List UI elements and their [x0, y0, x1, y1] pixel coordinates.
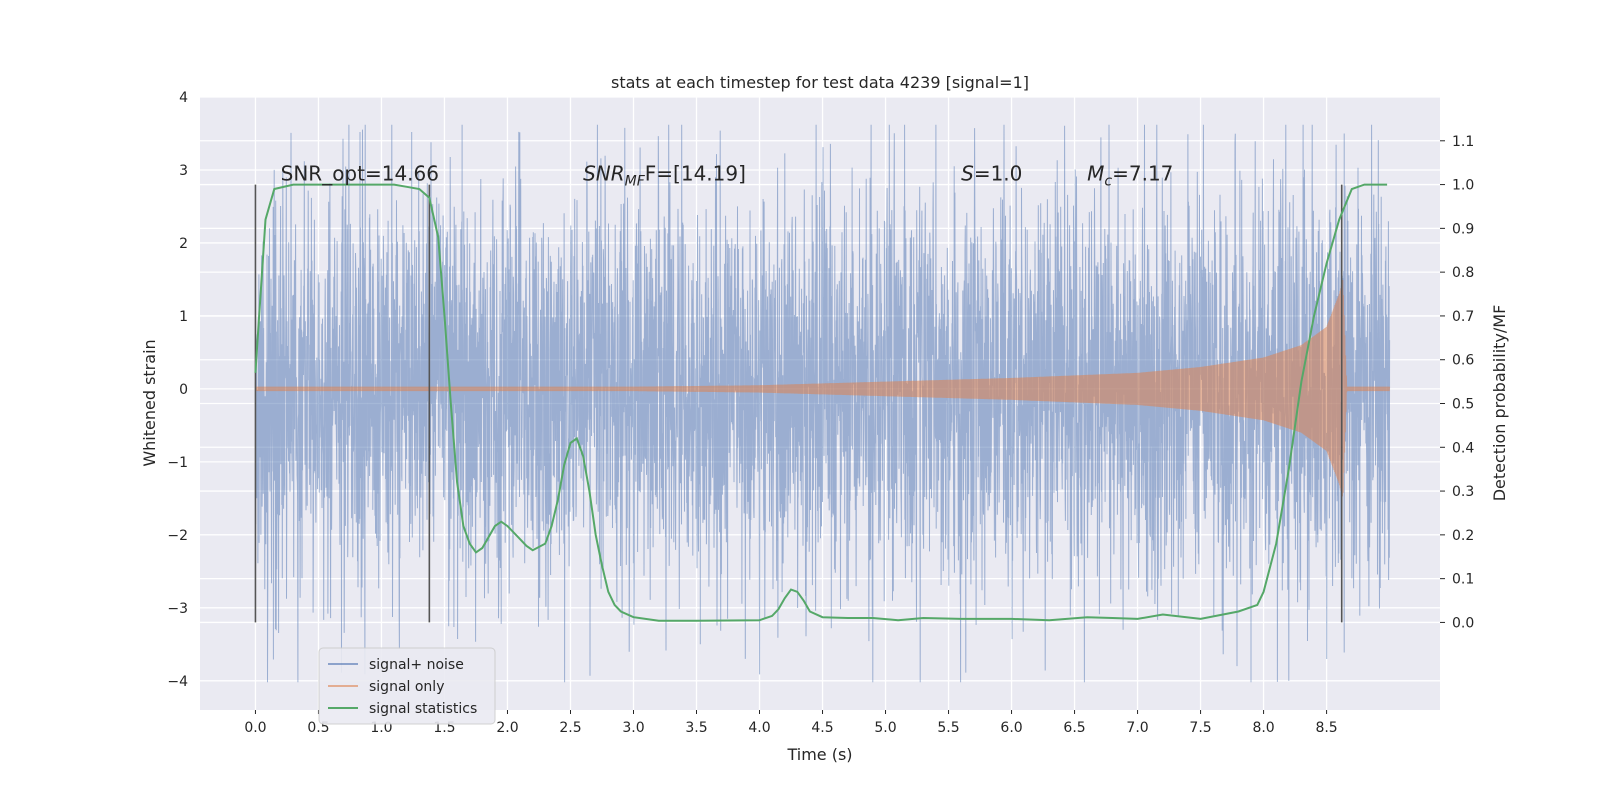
annotations: SNR_opt=14.66 SNRMFF=[14.19] S=1.0 Mc=7.17 — [281, 162, 1174, 190]
y-left-tick-label-5: 1 — [179, 309, 188, 325]
y-left-tick-label-7: 3 — [179, 163, 188, 179]
x-tick-label-8: 4.0 — [748, 720, 770, 736]
x-tick-label-6: 3.0 — [622, 720, 644, 736]
y-right-tick-label-2: 0.2 — [1452, 528, 1474, 544]
y-left-tick-label-8: 4 — [179, 90, 188, 106]
y-right-tick-label-5: 0.5 — [1452, 397, 1474, 413]
y-right-tick-label-11: 1.1 — [1452, 134, 1474, 150]
vertical-markers — [254, 184, 1343, 623]
x-tick-label-4: 2.0 — [496, 720, 518, 736]
y-left-tick-label-4: 0 — [179, 382, 188, 398]
x-tick-label-5: 2.5 — [559, 720, 581, 736]
y-right-tick-label-8: 0.8 — [1452, 265, 1474, 281]
y-left-tick-label-2: −2 — [167, 528, 188, 544]
legend-label-signal-only: signal only — [369, 679, 444, 695]
y-left-tick-label-6: 2 — [179, 236, 188, 252]
x-tick-label-11: 5.5 — [937, 720, 959, 736]
legend-label-signal-statistics: signal statistics — [369, 701, 477, 717]
y-right-tick-label-1: 0.1 — [1452, 572, 1474, 588]
y-right-tick-label-6: 0.6 — [1452, 353, 1474, 369]
series-signal-only — [254, 279, 1391, 497]
y-right-axis-label: Detection probability/MF — [1490, 305, 1509, 502]
y-left-tick-label-3: −1 — [167, 455, 188, 471]
chart-title: stats at each timestep for test data 423… — [611, 73, 1029, 92]
y-left-axis-label: Whitened strain — [140, 339, 159, 466]
annotation-3: Mc=7.17 — [1087, 162, 1173, 190]
y-left-tick-label-0: −4 — [167, 674, 188, 690]
x-tick-label-17: 8.5 — [1315, 720, 1337, 736]
y-right-tick-labels: 0.0 0.1 0.2 0.3 0.4 0.5 0.6 0.7 0.8 0.9 1.0 1.1 — [1440, 134, 1474, 631]
annotation-2: S=1.0 — [961, 162, 1022, 186]
series-signal-statistics — [254, 183, 1388, 622]
y-right-tick-label-3: 0.3 — [1452, 484, 1474, 500]
legend-box — [318, 647, 496, 725]
signal-plus-noise-line — [254, 124, 1391, 683]
signal-statistics-line — [254, 183, 1388, 622]
x-axis-label: Time (s) — [786, 745, 852, 764]
x-tick-label-12: 6.0 — [1000, 720, 1022, 736]
y-left-tick-label-1: −3 — [167, 601, 188, 617]
y-right-tick-label-4: 0.4 — [1452, 440, 1474, 456]
x-tick-label-13: 6.5 — [1063, 720, 1085, 736]
x-tick-labels: 0.0 0.5 1.0 1.5 2.0 2.5 3.0 3.5 4.0 4.5 5.0 5.5 6.0 6… — [244, 710, 1338, 736]
x-tick-label-9: 4.5 — [811, 720, 833, 736]
y-right-tick-label-10: 1.0 — [1452, 178, 1474, 194]
y-right-tick-label-7: 0.7 — [1452, 309, 1474, 325]
signal-only-line — [254, 279, 1391, 497]
y-left-tick-labels: −4 −3 −2 −1 0 1 2 3 4 — [167, 90, 188, 690]
series-signal-plus-noise — [254, 124, 1391, 683]
x-tick-label-0: 0.0 — [244, 720, 266, 736]
y-right-tick-label-0: 0.0 — [1452, 615, 1474, 631]
x-tick-label-14: 7.0 — [1126, 720, 1148, 736]
annotation-0: SNR_opt=14.66 — [281, 162, 439, 186]
x-tick-label-15: 7.5 — [1189, 720, 1211, 736]
x-tick-label-16: 8.0 — [1252, 720, 1274, 736]
legend-label-signal-plus-noise: signal+ noise — [369, 657, 464, 673]
x-tick-label-7: 3.5 — [685, 720, 707, 736]
x-tick-label-10: 5.0 — [874, 720, 896, 736]
y-right-tick-label-9: 0.9 — [1452, 221, 1474, 237]
annotation-1: SNRMFF=[14.19] — [583, 162, 746, 190]
legend: signal+ noise signal only signal statist… — [318, 647, 496, 725]
